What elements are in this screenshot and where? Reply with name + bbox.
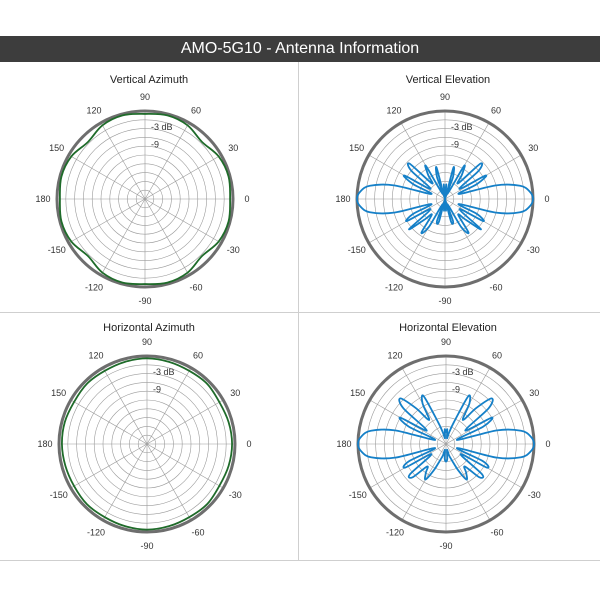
angle-tick-label: 0 xyxy=(544,194,549,204)
ring-label: -9 xyxy=(153,384,161,394)
grid-spoke xyxy=(445,443,491,521)
horizontal-azimuth-chart: 90 60 30 0 -30 -60 -90 -120 -150 180 150 120 -3 dB -9 xyxy=(37,337,251,551)
bottom-divider xyxy=(0,560,600,561)
angle-tick-label: -90 xyxy=(140,541,153,551)
angle-tick-label: -90 xyxy=(438,296,451,306)
angle-tick-label: 60 xyxy=(492,351,502,361)
chart-title: Vertical Azimuth xyxy=(109,74,189,86)
grid-spoke xyxy=(102,367,148,445)
angle-tick-label: -120 xyxy=(87,527,105,537)
angle-tick-label: 90 xyxy=(142,337,152,347)
angle-tick-label: -60 xyxy=(489,282,502,292)
pattern-curve xyxy=(61,357,233,531)
angle-tick-label: -150 xyxy=(50,490,68,500)
page-title: AMO-5G10 - Antenna Information xyxy=(0,36,600,62)
horizontal-elevation-chart: 90 60 30 0 -30 -60 -90 -120 -150 180 150 120 -3 dB -9 xyxy=(336,337,550,551)
angle-tick-label: 150 xyxy=(349,143,364,153)
angle-tick-label: 180 xyxy=(336,439,351,449)
angle-tick-label: -60 xyxy=(490,527,503,537)
angle-tick-label: 150 xyxy=(49,143,64,153)
ring-label: -9 xyxy=(452,384,460,394)
grid-spoke xyxy=(401,443,447,521)
vertical-azimuth-chart: 90 60 30 0 -30 -60 -90 -120 -150 180 150 120 -3 dB -9 xyxy=(35,92,249,306)
grid-spoke xyxy=(100,122,146,200)
angle-tick-label: 90 xyxy=(441,337,451,347)
ring-label: -9 xyxy=(151,139,159,149)
grid-spoke xyxy=(144,198,190,276)
ring-label: -3 dB xyxy=(153,367,175,377)
angle-tick-label: 30 xyxy=(230,388,240,398)
angle-tick-label: 60 xyxy=(193,351,203,361)
chart-title: Horizontal Elevation xyxy=(399,322,497,334)
angle-tick-label: -120 xyxy=(85,282,103,292)
grid-spoke xyxy=(146,443,192,521)
angle-tick-label: 90 xyxy=(440,92,450,102)
grid-spoke xyxy=(144,198,222,244)
grid-spoke xyxy=(68,154,146,200)
angle-tick-label: -30 xyxy=(528,490,541,500)
angle-tick-label: 120 xyxy=(88,351,103,361)
angle-tick-label: 150 xyxy=(350,388,365,398)
angle-tick-label: -150 xyxy=(48,245,66,255)
angle-tick-label: -30 xyxy=(527,245,540,255)
outer-rim xyxy=(55,109,235,289)
chart-title: Horizontal Azimuth xyxy=(103,322,195,334)
horizontal-elevation-panel: Horizontal Elevation 90 60 30 0 -30 -60 -90 -12… xyxy=(299,313,597,560)
vertical-elevation-panel: Vertical Elevation 90 60 30 0 -30 -60 -90 -120 -… xyxy=(299,62,597,312)
grid-spoke xyxy=(146,443,224,489)
panel-divider-vertical xyxy=(298,62,299,560)
angle-tick-label: -150 xyxy=(348,245,366,255)
angle-tick-label: -60 xyxy=(189,282,202,292)
angle-tick-label: -90 xyxy=(138,296,151,306)
angle-tick-label: -120 xyxy=(385,282,403,292)
grid-spoke xyxy=(70,443,148,489)
ring-label: -9 xyxy=(451,139,459,149)
angle-tick-label: 150 xyxy=(51,388,66,398)
pattern-curve xyxy=(356,162,534,235)
angle-tick-label: -150 xyxy=(349,490,367,500)
angle-tick-label: 120 xyxy=(86,106,101,116)
pattern-curve xyxy=(58,112,232,286)
angle-tick-label: 30 xyxy=(528,143,538,153)
angle-tick-label: 0 xyxy=(244,194,249,204)
angle-tick-label: 60 xyxy=(191,106,201,116)
grid-spoke xyxy=(100,198,146,276)
angle-tick-label: 30 xyxy=(228,143,238,153)
angle-tick-label: 120 xyxy=(386,106,401,116)
grid-spoke xyxy=(70,399,148,445)
ring-label: -3 dB xyxy=(452,367,474,377)
ring-label: -3 dB xyxy=(151,122,173,132)
angle-tick-label: 90 xyxy=(140,92,150,102)
angle-tick-label: 0 xyxy=(545,439,550,449)
angle-tick-label: -120 xyxy=(386,527,404,537)
ring-label: -3 dB xyxy=(451,122,473,132)
panel-divider-horizontal xyxy=(0,312,600,313)
angle-tick-label: -30 xyxy=(227,245,240,255)
angle-tick-label: 180 xyxy=(37,439,52,449)
grid-spoke xyxy=(146,367,192,445)
grid-spoke xyxy=(144,154,222,200)
angle-tick-label: -30 xyxy=(229,490,242,500)
angle-tick-label: -90 xyxy=(439,541,452,551)
vertical-azimuth-panel: Vertical Azimuth 90 60 30 0 -30 -60 -90 -120 -15… xyxy=(0,62,298,312)
chart-title: Vertical Elevation xyxy=(405,74,491,86)
vertical-elevation-chart: 90 60 30 0 -30 -60 -90 -120 -150 180 150 120 -3 dB -9 xyxy=(335,92,549,306)
pattern-curve xyxy=(357,394,535,481)
angle-tick-label: 180 xyxy=(35,194,50,204)
angle-tick-label: 120 xyxy=(387,351,402,361)
grid-spoke xyxy=(68,198,146,244)
grid-spoke xyxy=(144,122,190,200)
horizontal-azimuth-panel: Horizontal Azimuth 90 60 30 0 -30 -60 -90 -120 -… xyxy=(0,313,298,560)
angle-tick-label: 180 xyxy=(335,194,350,204)
angle-tick-label: -60 xyxy=(191,527,204,537)
grid-spoke xyxy=(146,399,224,445)
angle-tick-label: 60 xyxy=(491,106,501,116)
angle-tick-label: 0 xyxy=(246,439,251,449)
angle-tick-label: 30 xyxy=(529,388,539,398)
outer-rim xyxy=(57,354,237,534)
grid-spoke xyxy=(102,443,148,521)
